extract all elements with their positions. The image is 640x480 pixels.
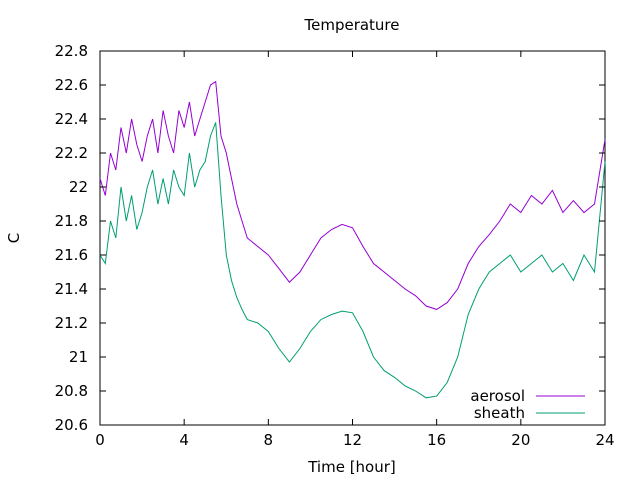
series-line-aerosol	[99, 80, 606, 310]
x-tick-label: 0	[95, 431, 105, 449]
x-axis: 0 4 8 12 16 20 24	[95, 51, 615, 449]
x-tick-label: 8	[264, 431, 274, 449]
x-tick-label: 24	[595, 431, 614, 449]
series-layer	[99, 80, 606, 399]
chart-title: Temperature	[303, 16, 399, 34]
plot-border	[99, 50, 606, 426]
x-tick-label: 16	[427, 431, 446, 449]
x-tick-label: 20	[511, 431, 530, 449]
y-tick-label: 22.4	[55, 110, 88, 128]
y-axis-label: C	[5, 233, 23, 243]
x-axis-label: Time [hour]	[307, 458, 396, 476]
y-tick-label: 21	[69, 348, 88, 366]
y-tick-label: 21.8	[55, 212, 88, 230]
legend: aerosol sheath	[470, 387, 585, 422]
x-tick-label: 4	[179, 431, 189, 449]
y-tick-label: 22.6	[55, 76, 88, 94]
y-tick-label: 21.2	[55, 314, 88, 332]
plot-area	[99, 50, 606, 426]
y-tick-label: 22.8	[55, 42, 88, 60]
y-tick-label: 21.4	[55, 280, 88, 298]
y-tick-label: 22.2	[55, 144, 88, 162]
y-tick-label: 20.6	[55, 416, 88, 434]
legend-label-sheath: sheath	[474, 404, 525, 422]
x-tick-label: 12	[343, 431, 362, 449]
series-line-sheath	[99, 122, 606, 399]
legend-label-aerosol: aerosol	[470, 387, 525, 405]
y-axis: 20.6 20.8 21 21.2 21.4 21.6 21.8 22 22.2 22.4 22.6…	[55, 42, 605, 434]
y-tick-label: 20.8	[55, 382, 88, 400]
y-tick-label: 21.6	[55, 246, 88, 264]
y-tick-label: 22	[69, 178, 88, 196]
